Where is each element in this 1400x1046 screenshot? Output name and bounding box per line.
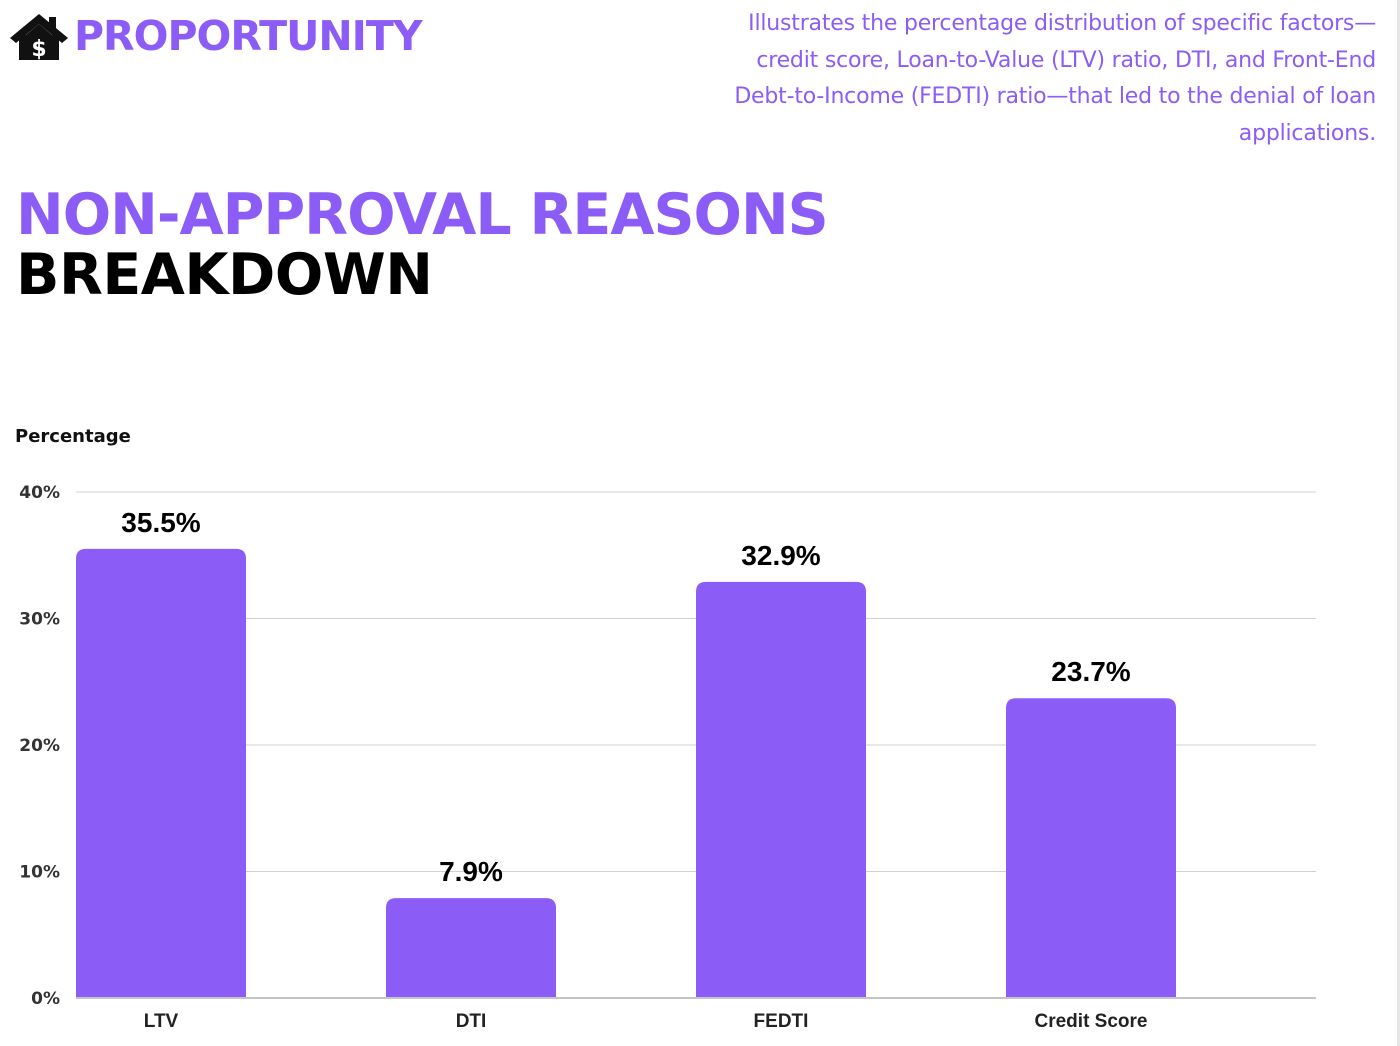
svg-text:$: $ [31,37,46,61]
bar [76,548,246,998]
house-dollar-icon: $ [10,14,68,61]
bar-value-label: 23.7% [1051,656,1130,687]
y-tick-label: 40% [19,483,60,503]
bar-value-label: 35.5% [121,507,200,538]
bar [1006,698,1176,998]
y-tick-label: 20% [19,736,60,756]
brand-name: PROPORTUNITY [74,12,423,60]
y-tick-label: 0% [31,989,60,1009]
page-title-line1: NON-APPROVAL REASONS [16,182,829,248]
page-right-edge [1397,0,1400,1046]
y-axis-label: Percentage [15,426,131,447]
bar [696,581,866,998]
brand-logo: $ PROPORTUNITY [8,10,423,62]
page-title-line2: BREAKDOWN [16,242,433,308]
x-tick-label: FEDTI [754,1011,809,1032]
chart-description: Illustrates the percentage distribution … [734,11,1376,146]
y-tick-label: 30% [19,610,60,630]
bar-value-label: 32.9% [741,540,820,571]
x-tick-label: LTV [144,1011,179,1032]
bar [386,898,556,998]
x-tick-label: DTI [456,1011,487,1032]
y-tick-label: 10% [19,863,60,883]
bar-value-label: 7.9% [439,856,503,887]
x-tick-label: Credit Score [1035,1011,1148,1032]
